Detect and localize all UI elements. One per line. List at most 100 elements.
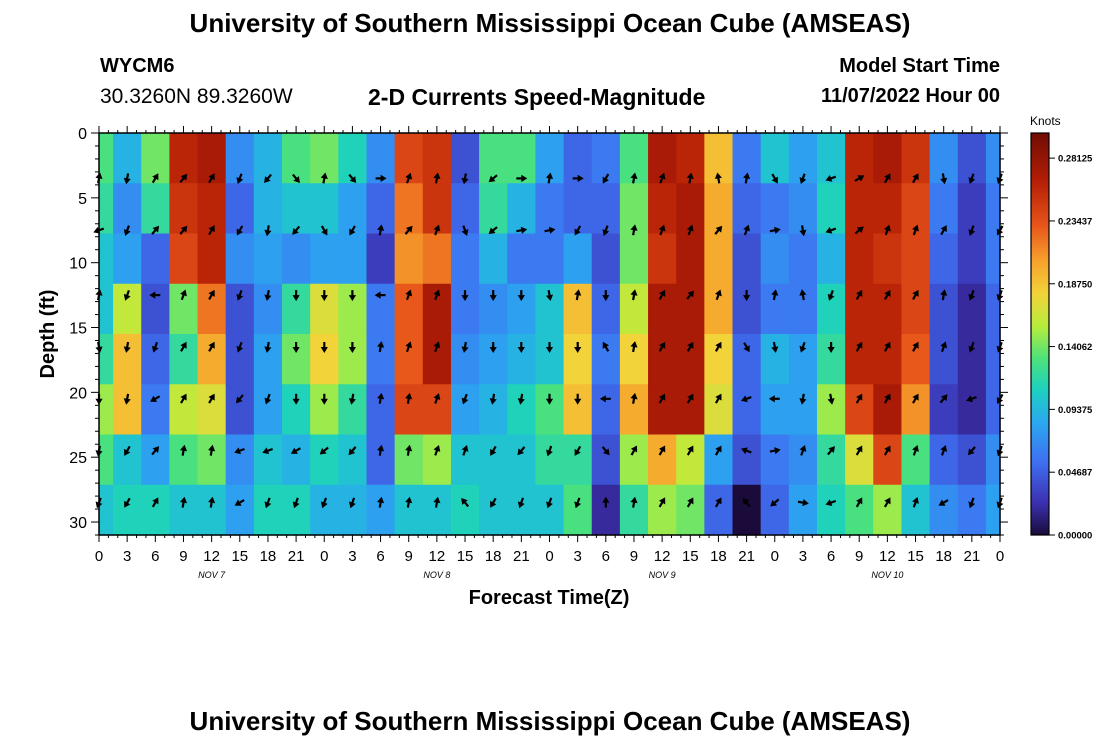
current-arrow (574, 342, 582, 353)
x-tick-label: 6 (376, 548, 384, 565)
current-arrow (686, 224, 694, 236)
current-arrow (433, 393, 441, 404)
speed-cell (113, 233, 142, 285)
current-arrow (179, 225, 188, 235)
speed-cell (704, 484, 734, 536)
current-arrow (855, 289, 863, 300)
current-arrow (968, 341, 976, 353)
current-arrow (545, 393, 554, 405)
current-arrow (405, 496, 413, 508)
current-arrow (658, 224, 666, 236)
current-arrow (546, 497, 553, 509)
colorbar-tick-label: 0.18750 (1058, 279, 1092, 290)
current-arrow (602, 173, 610, 184)
speed-cell (99, 183, 114, 235)
current-arrow (686, 445, 694, 456)
speed-cell (901, 484, 931, 536)
y-axis-label: Depth (ft) (37, 290, 59, 379)
speed-cell (788, 434, 818, 486)
current-arrow (574, 445, 582, 456)
current-arrow (940, 225, 947, 236)
x-tick-label: 15 (231, 548, 248, 565)
current-arrow (912, 173, 919, 184)
speed-cell (760, 384, 790, 436)
current-arrow (123, 173, 131, 185)
current-arrow (996, 445, 1004, 457)
current-arrow (208, 341, 215, 352)
x-tick-label: 3 (799, 548, 807, 565)
current-arrow (349, 497, 356, 509)
current-arrow (714, 341, 722, 352)
current-arrow (290, 447, 301, 454)
speed-cell (450, 183, 480, 235)
model-start-value: 11/07/2022 Hour 00 (820, 85, 1000, 107)
speed-cell (394, 434, 424, 486)
current-arrow (544, 226, 556, 234)
x-tick-label: 9 (179, 548, 187, 565)
current-arrow (236, 290, 244, 301)
y-axis: 0 5 10 15 20 25 30 (69, 126, 1008, 536)
current-arrow (264, 173, 272, 183)
current-arrow (968, 497, 976, 509)
current-arrow (149, 291, 161, 299)
speed-cell (788, 334, 818, 385)
current-arrow (320, 172, 328, 184)
speed-cell (985, 133, 1001, 184)
speed-cell (282, 133, 311, 184)
speed-cell (310, 384, 339, 436)
current-arrow (771, 341, 779, 353)
speed-cell (366, 434, 396, 486)
speed-cell (450, 233, 480, 285)
current-arrow (715, 289, 722, 301)
current-arrow (658, 497, 666, 508)
current-arrow (714, 225, 723, 235)
speed-cell (225, 183, 255, 235)
speed-cell (113, 183, 142, 235)
plot-title: 2-D Currents Speed-Magnitude (368, 84, 706, 110)
speed-cell (619, 334, 649, 385)
speed-cell (619, 434, 649, 486)
speed-cell (591, 434, 621, 486)
speed-cell (253, 434, 283, 486)
speed-cell (704, 434, 734, 486)
speed-cell (591, 233, 621, 285)
current-arrow (234, 447, 245, 455)
speed-cell (648, 283, 677, 335)
speed-cell (422, 233, 452, 285)
current-arrow (180, 289, 187, 301)
current-arrow (319, 446, 329, 455)
speed-cell (760, 434, 790, 486)
speed-cell (704, 384, 734, 436)
x-tick-label: 12 (203, 548, 220, 565)
speed-cell (253, 233, 283, 285)
current-arrow (123, 225, 131, 236)
speed-cell (676, 384, 705, 436)
x-tick-label: 12 (654, 548, 671, 565)
current-arrow (433, 445, 441, 456)
current-arrow (855, 497, 863, 508)
current-arrow (825, 499, 837, 506)
current-arrow (124, 497, 131, 508)
current-arrow (714, 497, 722, 508)
speed-cell (99, 283, 114, 335)
current-arrow (740, 395, 752, 403)
speed-cell (197, 183, 227, 235)
current-arrow (967, 446, 976, 456)
speed-cell (225, 434, 255, 486)
current-arrow (320, 290, 328, 302)
speed-cell (225, 334, 255, 385)
speed-cell (816, 233, 846, 285)
current-arrow (489, 342, 497, 353)
speed-cell (929, 434, 959, 486)
x-tick-label: 6 (151, 548, 159, 565)
current-arrow (405, 444, 413, 456)
current-arrow (714, 393, 722, 404)
current-arrow (95, 393, 103, 405)
speed-cell (901, 283, 931, 335)
current-arrow (912, 224, 919, 236)
current-arrow (799, 289, 807, 301)
speed-cell (99, 233, 114, 285)
current-arrow (461, 393, 469, 405)
speed-cell (99, 484, 114, 536)
current-arrow (602, 225, 610, 236)
